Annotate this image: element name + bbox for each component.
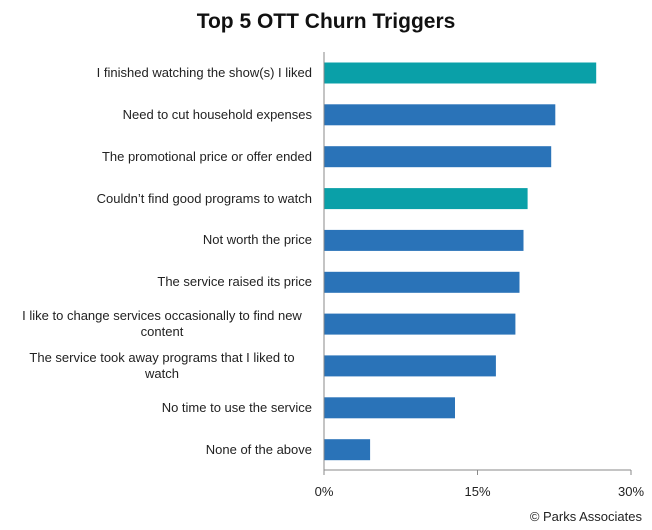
category-label-10: None of the above: [205, 441, 312, 457]
bar-7: [324, 313, 516, 335]
category-label-2: Need to cut household expenses: [122, 106, 312, 122]
chart-title: Top 5 OTT Churn Triggers: [196, 10, 456, 33]
bar-8: [324, 355, 496, 377]
category-label-6: The service raised its price: [157, 274, 312, 290]
x-tick-label-3: 30%: [617, 484, 645, 499]
category-label-5: Not worth the price: [202, 232, 312, 248]
bar-2: [324, 104, 556, 126]
category-label-3: The promotional price or offer ended: [101, 148, 312, 164]
bar-3: [324, 146, 552, 168]
x-tick-label-1: 0%: [314, 484, 334, 499]
bar-1: [324, 62, 597, 84]
category-label-4: Couldn’t find good programs to watch: [96, 190, 312, 206]
bar-4: [324, 188, 528, 210]
category-label-9: No time to use the service: [161, 399, 312, 415]
bar-10: [324, 439, 371, 461]
bar-5: [324, 229, 524, 251]
category-label-7: I like to change services occasionally t…: [22, 308, 302, 340]
category-label-1: I finished watching the show(s) I liked: [96, 65, 312, 80]
bar-6: [324, 271, 520, 293]
bar-9: [324, 397, 455, 419]
category-label-8: The service took away programs that I li…: [29, 349, 295, 381]
x-tick-label-2: 15%: [464, 484, 491, 499]
copyright-text: © Parks Associates: [529, 509, 642, 524]
